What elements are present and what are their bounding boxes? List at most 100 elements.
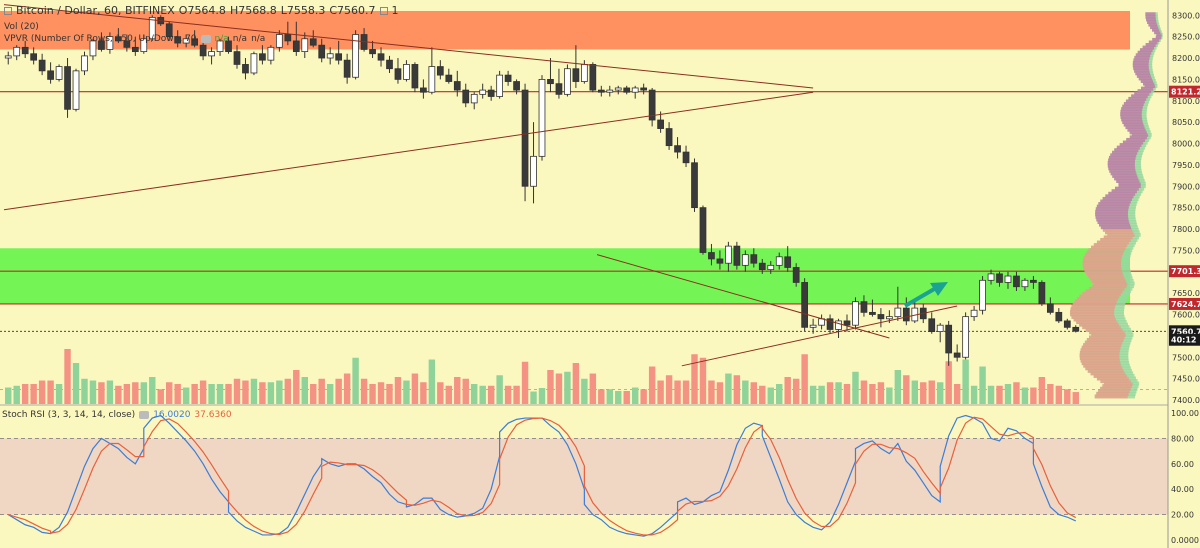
candle bbox=[115, 36, 122, 42]
candle bbox=[852, 301, 859, 326]
vpvr-bar-down bbox=[1111, 189, 1137, 194]
volume-bar bbox=[970, 385, 978, 404]
candle bbox=[420, 87, 427, 93]
vpvr-bar-down bbox=[1142, 45, 1155, 50]
vpvr-bar-down bbox=[1089, 330, 1125, 335]
collapse-icon[interactable] bbox=[4, 6, 12, 15]
candle bbox=[233, 51, 241, 65]
vpvr-bar-down bbox=[1122, 120, 1143, 125]
candle bbox=[318, 44, 326, 59]
price-tick-label: 7800.0 bbox=[1172, 225, 1200, 234]
volume-bar bbox=[631, 387, 639, 404]
vpvr-bar-down bbox=[1110, 171, 1137, 176]
vpvr-bar-down bbox=[1148, 22, 1158, 27]
vpvr-bar-down bbox=[1076, 296, 1118, 301]
header-suffix: 1 bbox=[391, 4, 399, 17]
stoch-label: Stoch RSI (3, 3, 14, 14, close) bbox=[2, 410, 136, 420]
vpvr-bar-down bbox=[1133, 66, 1149, 71]
candle bbox=[225, 40, 232, 53]
volume-legend: Vol (20) bbox=[4, 22, 43, 32]
volume-bar bbox=[894, 370, 902, 404]
volume-bar bbox=[301, 377, 308, 404]
volume-bar bbox=[945, 361, 952, 404]
price-tick-label: 7900.0 bbox=[1172, 182, 1200, 191]
candle bbox=[55, 66, 63, 80]
vpvr-bar-down bbox=[1139, 48, 1153, 53]
vpvr-bar-down bbox=[1096, 217, 1129, 222]
candle bbox=[741, 254, 749, 266]
vpvr-bar-down bbox=[1076, 320, 1118, 325]
main-pane bbox=[0, 4, 1168, 404]
candle bbox=[979, 279, 986, 311]
vpvr-bar-down bbox=[1088, 248, 1125, 253]
visibility-icon[interactable] bbox=[139, 411, 150, 419]
volume-bar bbox=[818, 385, 825, 404]
candle bbox=[47, 70, 54, 80]
candle bbox=[13, 46, 21, 57]
price-tick-label: 8250.0 bbox=[1172, 33, 1200, 42]
candle bbox=[462, 89, 470, 104]
settings-icon[interactable] bbox=[379, 6, 388, 15]
vpvr-bar-down bbox=[1144, 84, 1156, 89]
candle bbox=[352, 34, 359, 78]
vpvr-bar-down bbox=[1108, 158, 1136, 163]
volume-bar bbox=[615, 391, 622, 404]
candle bbox=[216, 40, 224, 53]
vpvr-bar-down bbox=[1105, 230, 1134, 235]
stoch-tick-label: 80.00 bbox=[1171, 434, 1194, 443]
stoch-k-line bbox=[7, 414, 1077, 537]
candle bbox=[81, 55, 88, 72]
vpvr-bar-down bbox=[1086, 338, 1124, 343]
vpvr-bar-down bbox=[1147, 19, 1157, 24]
trendline bbox=[681, 305, 958, 367]
candle bbox=[1046, 303, 1054, 313]
volume-bar bbox=[343, 373, 351, 404]
vpvr-bar-down bbox=[1132, 63, 1149, 68]
vpvr-bar-down bbox=[1100, 386, 1131, 391]
volume-bar bbox=[21, 384, 29, 404]
volume-bar bbox=[132, 382, 139, 404]
candle bbox=[792, 267, 800, 283]
vpvr-bar-down bbox=[1099, 222, 1131, 227]
price-tick-label: 7650.0 bbox=[1172, 289, 1200, 298]
vpvr-bar-down bbox=[1156, 32, 1162, 37]
volume-bar bbox=[886, 387, 893, 404]
vpvr-bar-down bbox=[1082, 325, 1121, 330]
stoch-pane bbox=[0, 404, 1200, 537]
vpvr-bar-down bbox=[1100, 199, 1131, 204]
vpvr-bar-down bbox=[1070, 312, 1115, 317]
vpvr-bar-down bbox=[1136, 73, 1151, 78]
candle bbox=[902, 307, 910, 322]
vpvr-bar-down bbox=[1102, 384, 1132, 389]
volume-bar bbox=[64, 349, 71, 404]
trendline bbox=[596, 254, 890, 339]
volume-bar bbox=[877, 382, 885, 404]
price-tag-label: 7624.7 bbox=[1171, 300, 1200, 309]
candle bbox=[538, 78, 546, 157]
vpvr-bar-down bbox=[1084, 268, 1123, 273]
vpvr-bar-down bbox=[1134, 91, 1150, 96]
volume-bar bbox=[420, 382, 427, 404]
eye-icon[interactable] bbox=[200, 35, 211, 43]
volume-bar bbox=[860, 380, 868, 404]
vpvr-bar-down bbox=[1074, 299, 1117, 304]
volume-bar bbox=[360, 378, 368, 404]
candle bbox=[877, 314, 885, 320]
vpvr-bar-down bbox=[1132, 61, 1149, 66]
low-value: L7558.3 bbox=[280, 4, 326, 17]
volume-bar bbox=[759, 385, 766, 404]
volume-bar bbox=[903, 375, 910, 404]
candle bbox=[30, 53, 38, 61]
candle bbox=[1072, 326, 1080, 332]
vpvr-legend: VPVR (Number Of Rows, 150, Up/Down, 70 n… bbox=[4, 34, 269, 44]
candle bbox=[682, 151, 690, 164]
vpvr-bar-down bbox=[1081, 345, 1121, 350]
price-tick-label: 7750.0 bbox=[1172, 246, 1200, 255]
price-tick-label: 8000.0 bbox=[1172, 140, 1200, 149]
stoch-tick-label: 20.00 bbox=[1171, 511, 1194, 520]
candle bbox=[894, 307, 902, 318]
volume-bar bbox=[699, 357, 707, 404]
candle bbox=[623, 87, 631, 93]
vpvr-bar-down bbox=[1083, 266, 1122, 271]
